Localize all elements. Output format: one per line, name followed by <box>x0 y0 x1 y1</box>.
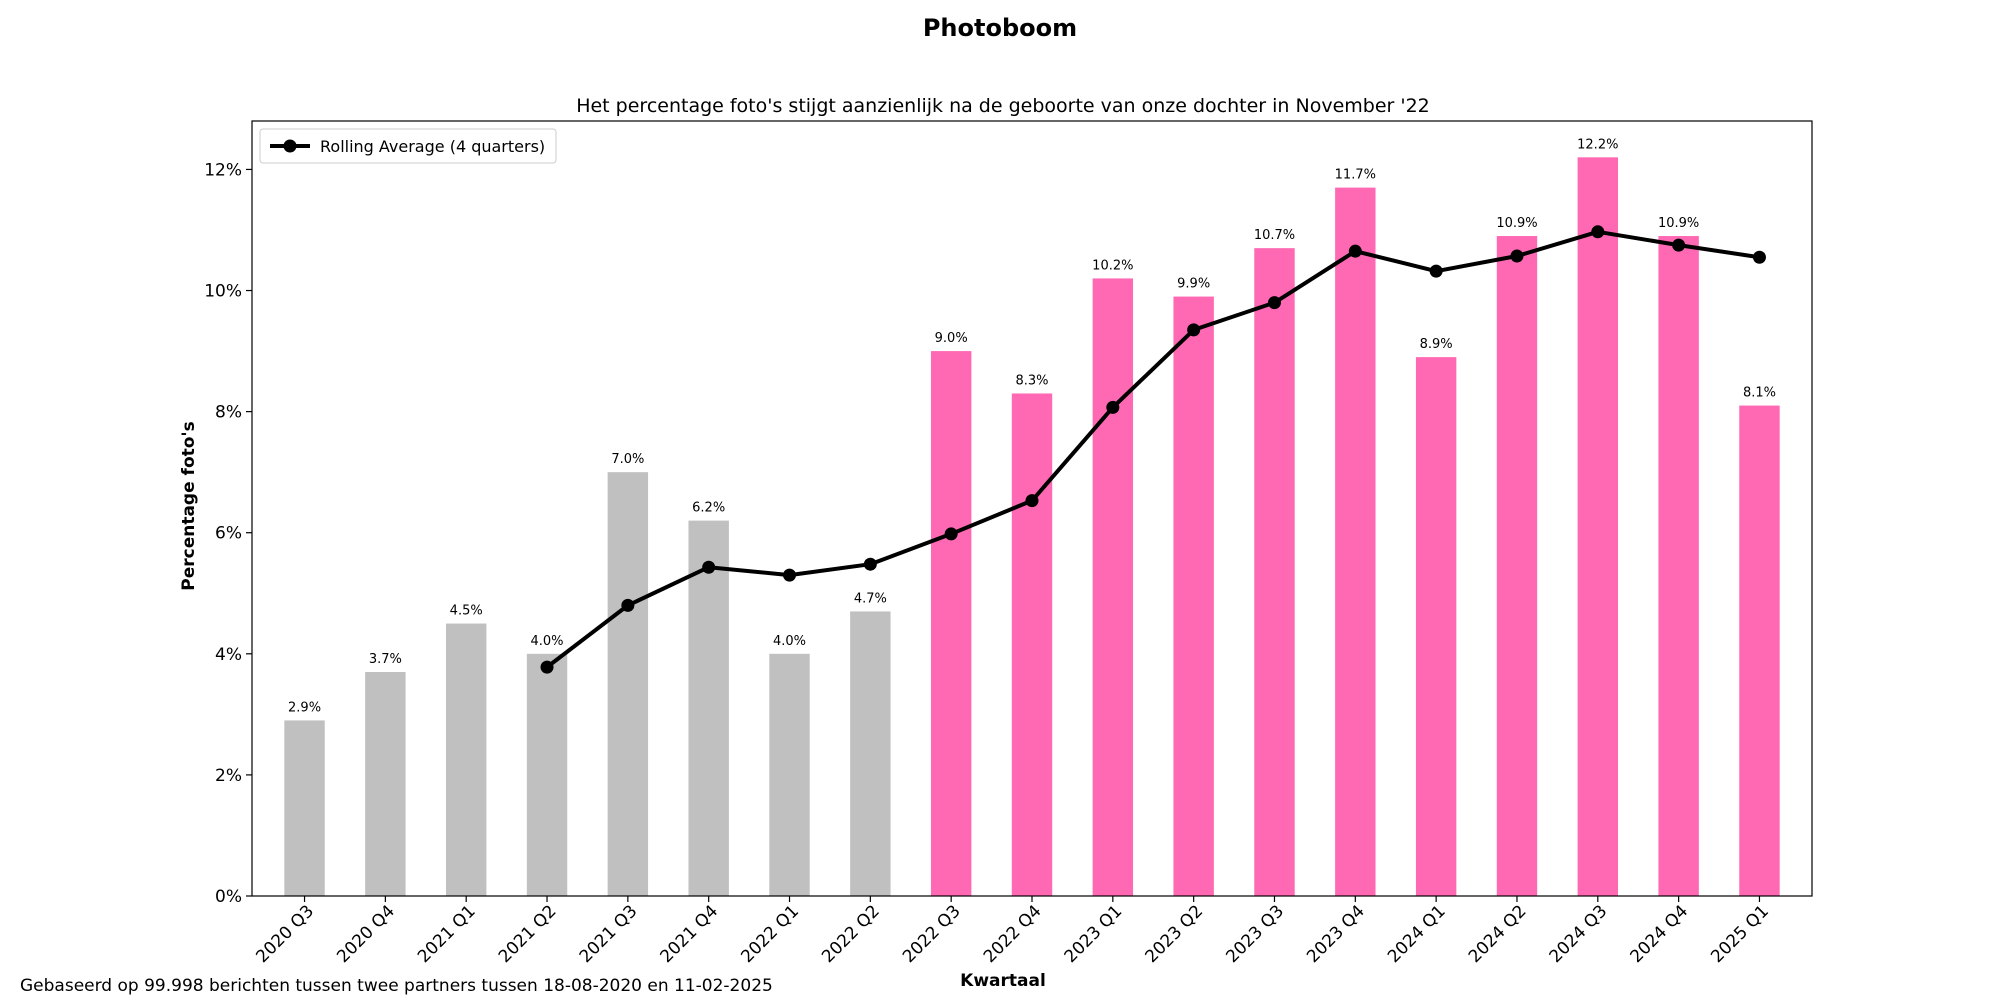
x-tick-label: 2021 Q2 <box>495 901 561 967</box>
y-tick-label: 2% <box>215 766 242 786</box>
bar-value-label: 10.9% <box>1658 216 1699 231</box>
bar <box>1092 278 1134 896</box>
x-tick-label: 2023 Q3 <box>1222 901 1288 967</box>
x-tick-label: 2021 Q3 <box>576 901 642 967</box>
rolling-average-point <box>621 598 635 612</box>
bar <box>445 623 487 896</box>
x-tick-label: 2023 Q2 <box>1142 901 1208 967</box>
rolling-average-line <box>545 229 1760 669</box>
y-tick-label: 10% <box>204 282 242 302</box>
rolling-average-point <box>863 557 877 571</box>
legend-marker <box>283 139 297 153</box>
bar <box>930 351 972 896</box>
rolling-average-point <box>1106 400 1120 414</box>
bar-value-label: 7.0% <box>611 452 644 467</box>
bar <box>1011 393 1053 896</box>
rolling-average-point <box>1267 296 1281 310</box>
bar <box>284 720 325 896</box>
x-tick-label: 2022 Q2 <box>818 901 884 967</box>
bar-value-label: 8.9% <box>1420 337 1453 352</box>
x-tick-label: 2024 Q3 <box>1546 901 1612 967</box>
bar <box>607 472 649 896</box>
y-tick-label: 6% <box>215 524 242 544</box>
rolling-average-point <box>540 660 554 674</box>
bar-value-label: 4.0% <box>773 634 806 649</box>
bar <box>1173 296 1214 896</box>
bar <box>769 653 810 896</box>
bar <box>526 653 568 896</box>
y-tick-label: 12% <box>204 160 242 180</box>
axes-group: 0%2%4%6%8%10%12%2020 Q3 2020 Q4 2021 Q1 202… <box>204 120 1813 967</box>
bar-value-label: 8.3% <box>1015 373 1048 388</box>
rolling-average-point <box>1672 238 1686 252</box>
y-axis-title: Percentage foto's <box>179 421 199 591</box>
bar <box>1415 357 1457 896</box>
bar-value-label: 8.1% <box>1743 386 1776 401</box>
x-tick-label: 2020 Q3 <box>252 901 318 967</box>
bar-value-label: 4.5% <box>450 604 483 619</box>
rolling-average-point <box>1752 250 1766 264</box>
bar-value-label: 2.9% <box>288 700 321 715</box>
bar <box>365 671 406 896</box>
bar-value-label: 4.7% <box>854 591 887 606</box>
x-tick-label: 2022 Q3 <box>899 901 965 967</box>
x-tick-label: 2024 Q2 <box>1465 901 1531 967</box>
bar-value-label: 9.0% <box>935 331 968 346</box>
bar-value-label: 6.2% <box>692 501 725 516</box>
bar-value-label: 10.7% <box>1254 228 1295 243</box>
bar-value-label: 11.7% <box>1335 168 1376 183</box>
x-tick-label: 2025 Q1 <box>1707 901 1773 967</box>
footnote: Gebaseerd op 99.998 berichten tussen twe… <box>20 976 773 996</box>
bar <box>1577 157 1619 896</box>
bars-group: 2.9% 3.7% 4.5% 4.0% 7.0% 6.2% 4.0% 4.7% 9.0% 8.3%… <box>284 137 1780 896</box>
y-tick-label: 0% <box>215 887 242 907</box>
bar <box>850 611 891 896</box>
legend: Rolling Average (4 quarters) <box>259 128 557 164</box>
bar-value-label: 4.0% <box>531 634 564 649</box>
rolling-average-point <box>944 527 958 541</box>
chart-title: Het percentage foto's stijgt aanzienlijk… <box>576 95 1430 117</box>
legend-label: Rolling Average (4 quarters) <box>320 137 545 156</box>
y-tick-label: 4% <box>215 645 242 665</box>
bar-value-label: 12.2% <box>1577 137 1618 152</box>
bar-value-label: 10.9% <box>1496 216 1537 231</box>
x-tick-label: 2022 Q1 <box>737 901 803 967</box>
x-tick-label: 2021 Q4 <box>657 901 723 967</box>
bar-value-label: 3.7% <box>369 652 402 667</box>
bar <box>1496 236 1538 896</box>
rolling-average-layer <box>540 225 1766 674</box>
x-tick-label: 2021 Q1 <box>414 901 480 967</box>
bar-value-label: 10.2% <box>1092 258 1133 273</box>
y-tick-label: 8% <box>215 403 242 423</box>
bar <box>688 520 729 896</box>
bar <box>1335 187 1376 896</box>
x-tick-label: 2020 Q4 <box>333 901 399 967</box>
rolling-average-point <box>1187 323 1201 337</box>
rolling-average-point <box>1510 249 1524 263</box>
x-tick-label: 2023 Q4 <box>1303 901 1369 967</box>
x-tick-label: 2022 Q4 <box>980 901 1046 967</box>
x-tick-label: 2023 Q1 <box>1061 901 1127 967</box>
legend-box <box>259 128 557 164</box>
rolling-average-point <box>783 568 797 582</box>
rolling-average-point <box>1591 225 1605 239</box>
bar-value-label: 9.9% <box>1177 277 1210 292</box>
rolling-average-point <box>1025 494 1039 508</box>
bar <box>1254 248 1295 896</box>
bar <box>1658 236 1699 896</box>
bar <box>1739 405 1780 896</box>
x-axis-title: Kwartaal <box>960 971 1046 991</box>
figure-title: Photoboom <box>922 14 1078 42</box>
rolling-average-point <box>702 560 716 574</box>
x-tick-label: 2024 Q1 <box>1384 901 1450 967</box>
rolling-average-point <box>1348 244 1362 258</box>
rolling-average-point <box>1429 264 1443 278</box>
x-tick-label: 2024 Q4 <box>1626 901 1692 967</box>
